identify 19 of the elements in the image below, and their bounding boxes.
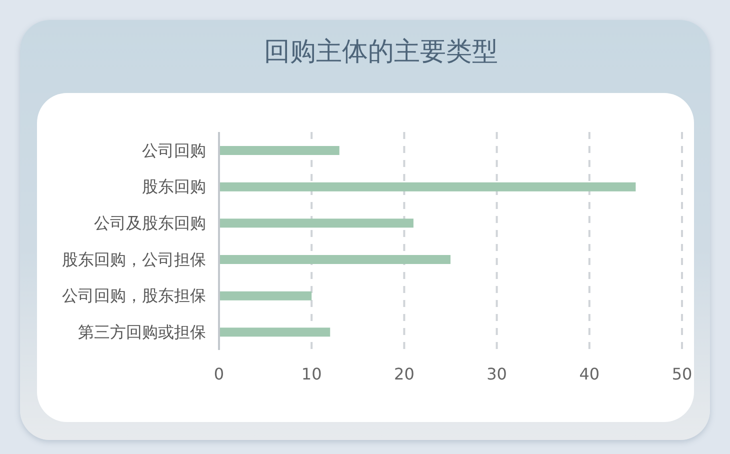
y-tick-label: 公司及股东回购 [94,214,206,233]
x-tick-label: 50 [672,364,692,384]
bar [219,291,312,300]
bar [219,255,450,264]
y-tick-label: 股东回购 [142,177,206,196]
x-tick-label: 0 [214,364,224,384]
bar [219,328,330,337]
y-tick-label: 第三方回购或担保 [78,322,206,342]
x-tick-label: 10 [301,364,322,384]
bar [219,218,414,228]
x-tick-label: 20 [394,364,414,384]
y-tick-label: 公司回购，股东担保 [62,286,206,306]
bar [219,182,636,192]
x-tick-label: 30 [486,364,507,384]
y-tick-label: 股东回购，公司担保 [62,250,206,269]
x-tick-label: 40 [579,364,600,384]
bar [219,146,340,155]
y-tick-label: 公司回购 [142,140,206,160]
chart-title: 回购主体的主要类型 [263,36,499,69]
